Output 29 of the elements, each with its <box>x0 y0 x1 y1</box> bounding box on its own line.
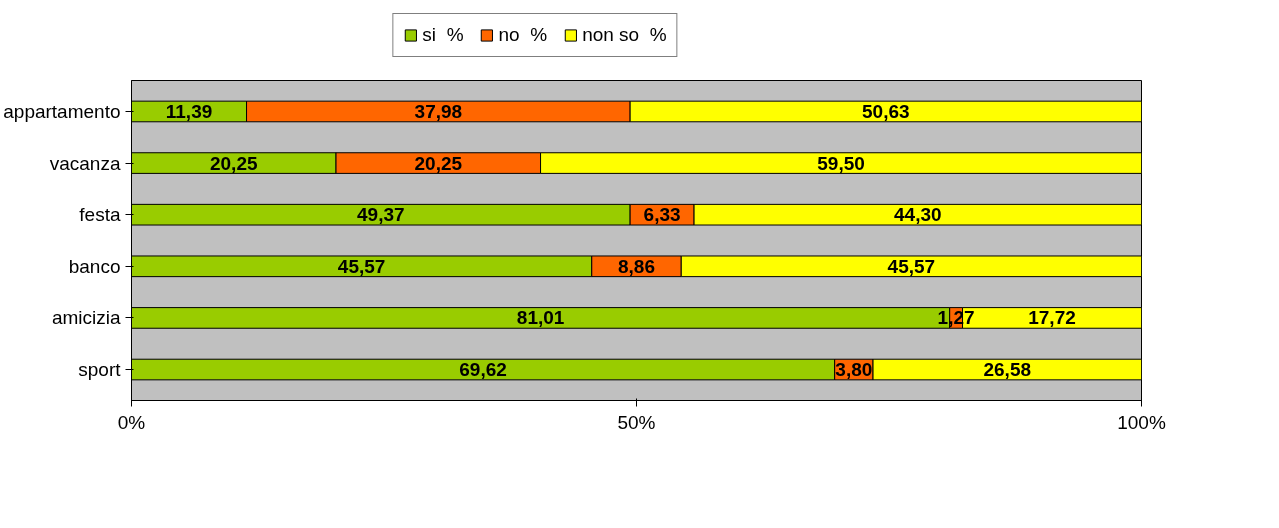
x-tick-label: 50% <box>617 411 656 433</box>
data-label: 20,25 <box>209 152 258 174</box>
data-label: 3,80 <box>835 359 873 381</box>
data-label: 37,98 <box>414 100 463 122</box>
legend-label: no % <box>498 24 548 46</box>
data-label: 49,37 <box>357 204 405 226</box>
data-label: 50,63 <box>862 100 910 122</box>
data-label: 59,50 <box>817 152 865 174</box>
data-label: 26,58 <box>983 359 1032 381</box>
y-tick-label: amicizia <box>51 307 121 329</box>
data-label: 11,39 <box>165 100 213 122</box>
legend-label: non so % <box>582 24 667 46</box>
x-tick-label: 100% <box>1117 411 1166 433</box>
x-tick-label: 0% <box>117 411 146 433</box>
data-label: 8,86 <box>618 255 655 277</box>
data-label: 69,62 <box>459 359 507 381</box>
data-label: 44,30 <box>894 204 942 226</box>
legend-label: si % <box>422 24 464 46</box>
data-label: 45,57 <box>337 255 386 277</box>
y-tick-label: appartamento <box>3 100 121 122</box>
y-tick-label: banco <box>68 255 121 277</box>
data-label: 45,57 <box>887 255 936 277</box>
data-label: 20,25 <box>414 152 463 174</box>
y-tick-label: vacanza <box>49 152 121 174</box>
y-tick-label: festa <box>79 204 121 226</box>
data-label: 17,72 <box>1028 307 1076 329</box>
data-label: 81,01 <box>516 307 565 329</box>
data-label: 6,33 <box>643 204 681 226</box>
y-tick-label: sport <box>78 359 122 381</box>
